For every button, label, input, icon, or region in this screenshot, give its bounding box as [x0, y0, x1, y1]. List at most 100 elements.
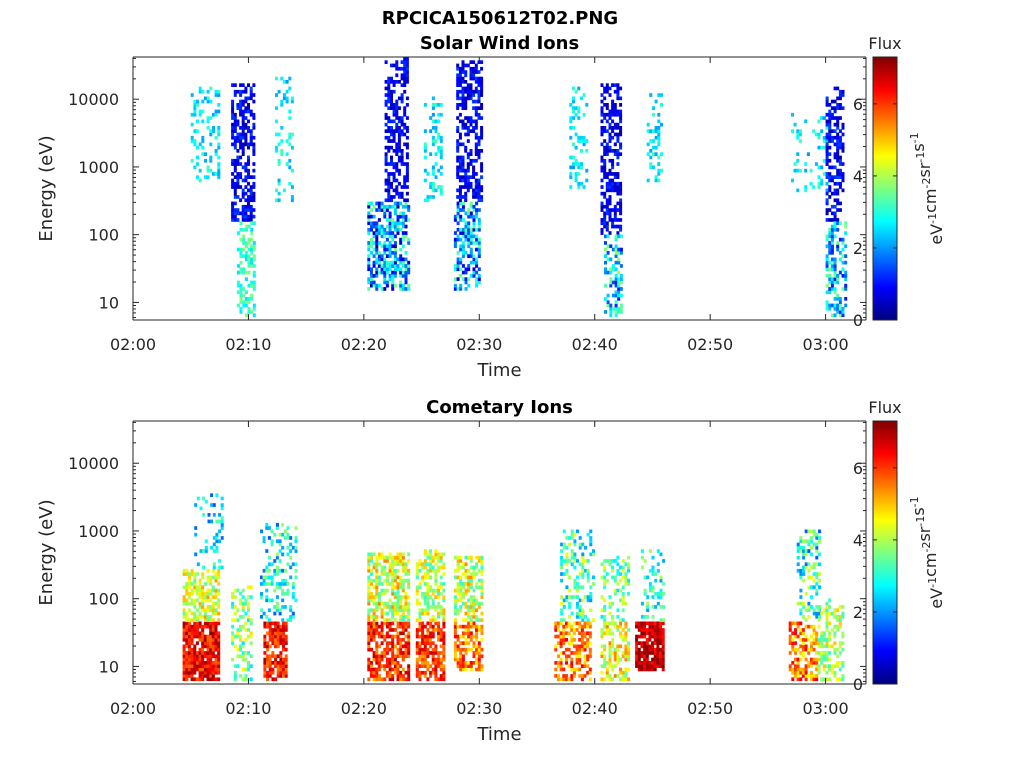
heatmap-cell: [392, 135, 396, 140]
heatmap-cell: [810, 575, 813, 580]
heatmap-cell: [646, 178, 650, 183]
heatmap-cell: [401, 211, 405, 216]
heatmap-cell: [367, 624, 371, 629]
heatmap-cell: [372, 578, 376, 583]
heatmap-cell: [464, 624, 468, 629]
heatmap-cell: [236, 178, 240, 183]
heatmap-cell: [458, 162, 462, 166]
heatmap-cell: [380, 628, 384, 632]
heatmap-cell: [825, 145, 829, 150]
heatmap-cell: [651, 588, 655, 593]
heatmap-cell: [434, 103, 438, 107]
heatmap-cell: [603, 172, 607, 176]
heatmap-cell: [475, 572, 479, 576]
heatmap-cell: [653, 631, 657, 636]
heatmap-cell: [385, 582, 389, 586]
heatmap-cell: [393, 578, 397, 583]
heatmap-cell: [569, 175, 573, 179]
heatmap-cell: [385, 664, 389, 668]
figure-title: RPCICA150612T02.PNG: [382, 8, 618, 29]
heatmap-cell: [603, 168, 607, 173]
heatmap-cell: [367, 562, 371, 567]
heatmap-cell: [434, 552, 438, 557]
heatmap-cell: [838, 158, 842, 163]
heatmap-cell: [283, 592, 287, 596]
heatmap-cell: [377, 657, 381, 662]
heatmap-cell: [838, 129, 842, 133]
heatmap-cell: [415, 572, 419, 576]
heatmap-cell: [624, 638, 628, 642]
heatmap-cell: [439, 667, 443, 672]
heatmap-cell: [429, 129, 433, 133]
heatmap-cell: [838, 155, 842, 160]
heatmap-cell: [187, 644, 191, 649]
heatmap-cell: [206, 592, 210, 596]
heatmap-cell: [802, 601, 806, 606]
heatmap-cell: [635, 644, 639, 649]
heatmap-cell: [206, 588, 210, 593]
heatmap-cell: [290, 195, 294, 199]
heatmap-cell: [643, 628, 647, 632]
heatmap-cell: [604, 260, 607, 265]
heatmap-cell: [437, 185, 441, 189]
heatmap-cell: [260, 592, 263, 596]
heatmap-cell: [209, 657, 213, 662]
heatmap-cell: [645, 651, 649, 655]
heatmap-cell: [825, 264, 829, 268]
heatmap-cell: [791, 129, 794, 133]
heatmap-cell: [657, 142, 661, 147]
heatmap-cell: [643, 615, 647, 619]
heatmap-cell: [581, 542, 585, 547]
heatmap-cell: [383, 208, 387, 212]
heatmap-cell: [209, 634, 213, 639]
heatmap-cell: [656, 644, 660, 649]
heatmap-cell: [407, 664, 411, 668]
heatmap-cell: [841, 641, 845, 645]
heatmap-cell: [242, 293, 246, 298]
heatmap-cell: [404, 598, 408, 603]
heatmap-cell: [836, 628, 840, 632]
heatmap-cell: [391, 237, 395, 242]
heatmap-cell: [569, 135, 573, 140]
heatmap-cell: [802, 615, 806, 619]
heatmap-cell: [580, 641, 584, 645]
heatmap-cell: [212, 549, 216, 553]
heatmap-cell: [560, 618, 564, 622]
heatmap-cell: [377, 661, 381, 665]
heatmap-cell: [285, 80, 289, 84]
heatmap-cell: [399, 211, 403, 216]
heatmap-cell: [418, 654, 422, 659]
heatmap-cell: [578, 621, 582, 626]
heatmap-cell: [201, 657, 205, 662]
heatmap-cell: [611, 644, 615, 649]
heatmap-cell: [439, 631, 443, 636]
heatmap-cell: [588, 654, 592, 659]
heatmap-cell: [275, 526, 279, 530]
heatmap-cell: [429, 634, 433, 639]
heatmap-cell: [635, 657, 639, 662]
heatmap-cell: [247, 300, 251, 304]
heatmap-cell: [472, 241, 476, 245]
heatmap-cell: [278, 611, 282, 616]
heatmap-cell: [828, 274, 832, 278]
heatmap-cell: [456, 168, 460, 173]
heatmap-cell: [616, 647, 620, 652]
heatmap-cell: [572, 109, 575, 114]
heatmap-cell: [458, 83, 462, 87]
heatmap-cell: [656, 595, 660, 599]
heatmap-cell: [249, 195, 253, 199]
heatmap-cell: [477, 106, 481, 110]
heatmap-cell: [401, 618, 405, 622]
heatmap-cell: [415, 565, 419, 570]
heatmap-cell: [809, 647, 813, 652]
heatmap-cell: [233, 644, 237, 649]
heatmap-cell: [279, 654, 283, 659]
heatmap-cell: [282, 674, 285, 678]
heatmap-cell: [429, 568, 433, 573]
heatmap-cell: [458, 70, 462, 74]
heatmap-cell: [461, 634, 465, 639]
heatmap-cell: [217, 582, 221, 586]
heatmap-cell: [475, 644, 479, 649]
heatmap-cell: [456, 76, 460, 81]
